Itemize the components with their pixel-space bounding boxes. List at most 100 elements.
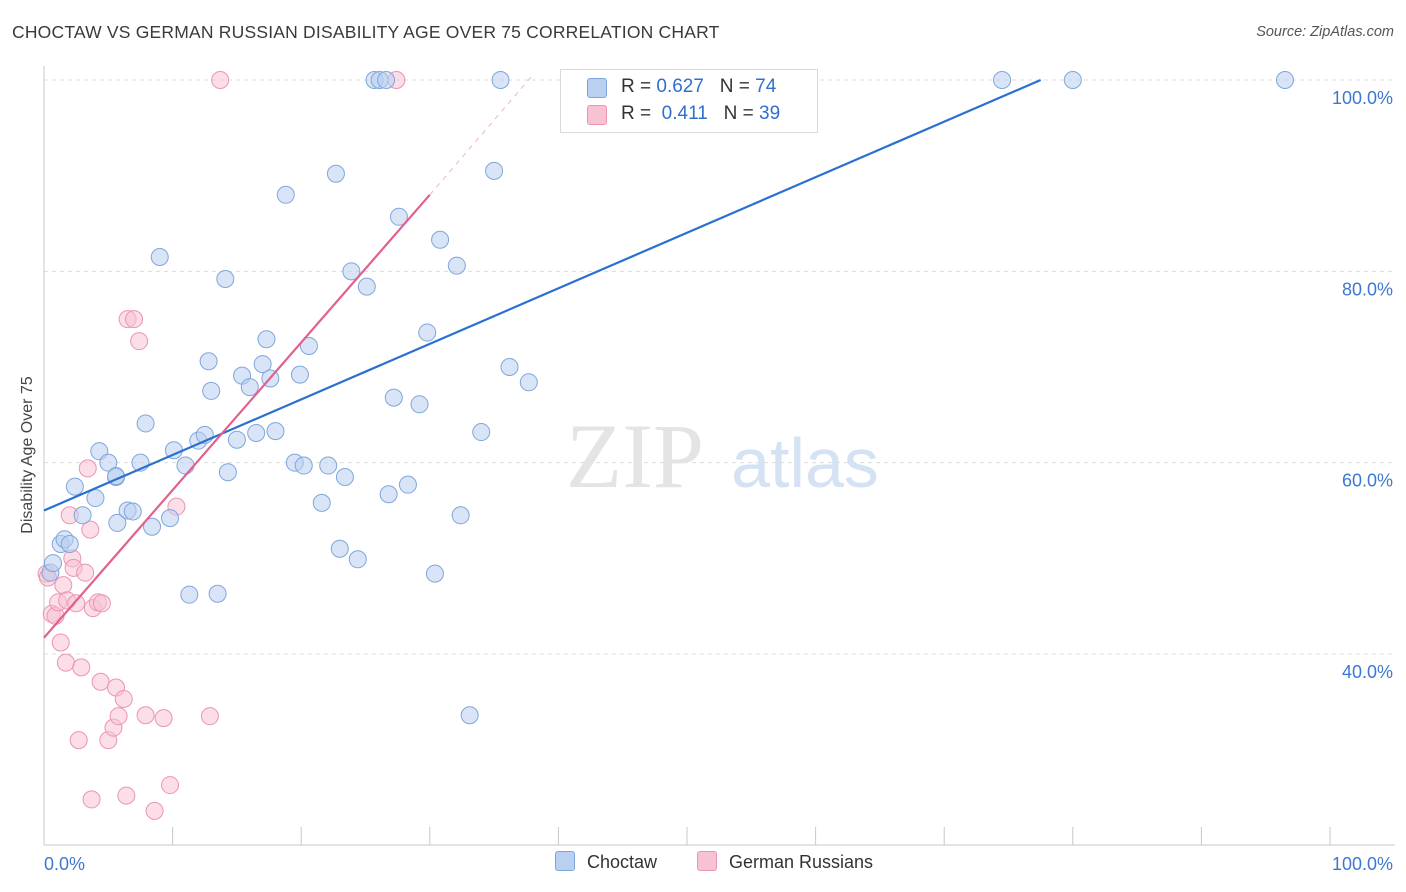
german-russians-trend-extension [429,74,534,196]
german-russians-point-26 [109,707,128,726]
choctaw-point-60 [425,564,444,583]
german-russians-swatch [587,105,607,125]
choctaw-point-21 [176,456,195,475]
choctaw-point-48 [342,262,361,281]
choctaw-point-17 [143,517,162,536]
choctaw-point-44 [319,456,338,475]
choctaw-point-37 [266,422,285,441]
choctaw-point-33 [247,424,266,443]
y-tick-label-40: 40.0% [1342,662,1393,682]
choctaw-point-66 [485,161,504,180]
choctaw-point-18 [150,247,169,266]
german-r-label: R = [621,103,652,124]
choctaw-point-64 [460,706,479,725]
choctaw-point-56 [389,207,408,226]
choctaw-stats: R = 0.627 N = 74 [621,76,776,98]
german-russians-point-37 [200,707,219,726]
choctaw-point-38 [276,185,295,204]
german-russians-point-38 [211,71,230,89]
y-tick-label-80: 80.0% [1342,279,1393,299]
choctaw-point-40 [290,365,309,384]
choctaw-point-72 [1275,71,1294,89]
german-russians-point-16 [78,459,97,478]
axes [43,66,1395,846]
choctaw-n-label: N = [719,76,750,97]
choctaw-point-9 [99,453,118,472]
german-russians-stats: R = 0.411 N = 39 [621,103,780,125]
choctaw-point-55 [384,388,403,407]
german-russians-point-15 [76,563,95,582]
choctaw-point-58 [410,395,429,414]
choctaw-point-34 [253,355,272,374]
german-russians-point-7 [56,653,75,672]
choctaw-point-68 [500,358,519,376]
choctaw-point-62 [447,256,466,275]
german-russians-point-6 [54,576,73,595]
choctaw-point-47 [335,468,354,487]
choctaw-point-26 [202,381,221,400]
correlation-legend: R = 0.627 N = 74 R = 0.411 N = 39 [560,69,818,133]
choctaw-points [41,71,1294,725]
source-credit: Source: ZipAtlas.com [1256,24,1394,40]
choctaw-point-46 [330,539,349,558]
choctaw-point-1 [44,554,63,573]
choctaw-point-19 [161,509,180,528]
y-tick-labels: 40.0% 60.0% 80.0% 100.0% [1332,88,1393,682]
choctaw-point-35 [257,330,276,349]
choctaw-point-50 [357,277,376,296]
german-russians-point-5 [51,633,70,652]
german-russians-point-35 [161,776,180,795]
choctaw-n-value: 74 [755,76,777,97]
choctaw-point-57 [398,475,417,494]
choctaw-point-5 [65,477,84,496]
choctaw-point-53 [377,71,396,89]
choctaw-r-label: R = [621,76,652,97]
german-r-value: 0.411 [661,103,708,124]
german-russians-point-31 [130,332,149,351]
choctaw-point-32 [240,378,259,397]
choctaw-r-value: 0.627 [656,76,704,97]
choctaw-point-28 [216,269,235,288]
watermark-atlas: atlas [731,424,879,502]
choctaw-point-69 [519,373,538,392]
choctaw-point-61 [431,230,450,249]
german-russians-legend-swatch [697,851,717,871]
choctaw-point-45 [326,164,345,183]
german-russians-legend-label: German Russians [729,852,874,872]
x-tick-label-max: 100.0% [1332,854,1393,874]
watermark: ZIP atlas [566,405,879,507]
german-russians-point-28 [117,786,136,805]
choctaw-point-16 [136,414,155,433]
trend-lines [43,74,1042,639]
german-russians-point-14 [72,658,91,677]
choctaw-point-6 [73,506,92,525]
choctaw-point-49 [348,550,367,569]
chart-title: CHOCTAW VS GERMAN RUSSIAN DISABILITY AGE… [12,22,720,42]
choctaw-point-65 [472,423,491,442]
german-russians-point-34 [154,709,173,728]
choctaw-point-30 [227,430,246,449]
choctaw-legend-swatch [555,851,575,871]
german-russians-trend-line [43,194,431,639]
choctaw-point-43 [312,493,331,512]
choctaw-point-25 [199,352,218,371]
choctaw-point-29 [218,463,237,482]
choctaw-point-7 [86,489,105,508]
choctaw-point-70 [993,71,1012,89]
choctaw-point-42 [299,336,318,355]
choctaw-point-67 [491,71,510,89]
choctaw-trend-line [43,78,1042,512]
german-n-value: 39 [759,103,781,124]
german-russians-point-12 [67,594,86,613]
x-tick-label-min: 0.0% [44,854,85,874]
choctaw-point-4 [60,534,79,553]
choctaw-point-41 [294,456,313,475]
german-n-label: N = [723,103,754,124]
watermark-zip: ZIP [566,405,704,507]
choctaw-point-27 [208,584,227,603]
german-russians-point-21 [91,672,110,691]
german-russians-point-18 [82,790,101,809]
german-russians-point-33 [145,801,164,820]
choctaw-legend-label: Choctaw [587,852,658,872]
